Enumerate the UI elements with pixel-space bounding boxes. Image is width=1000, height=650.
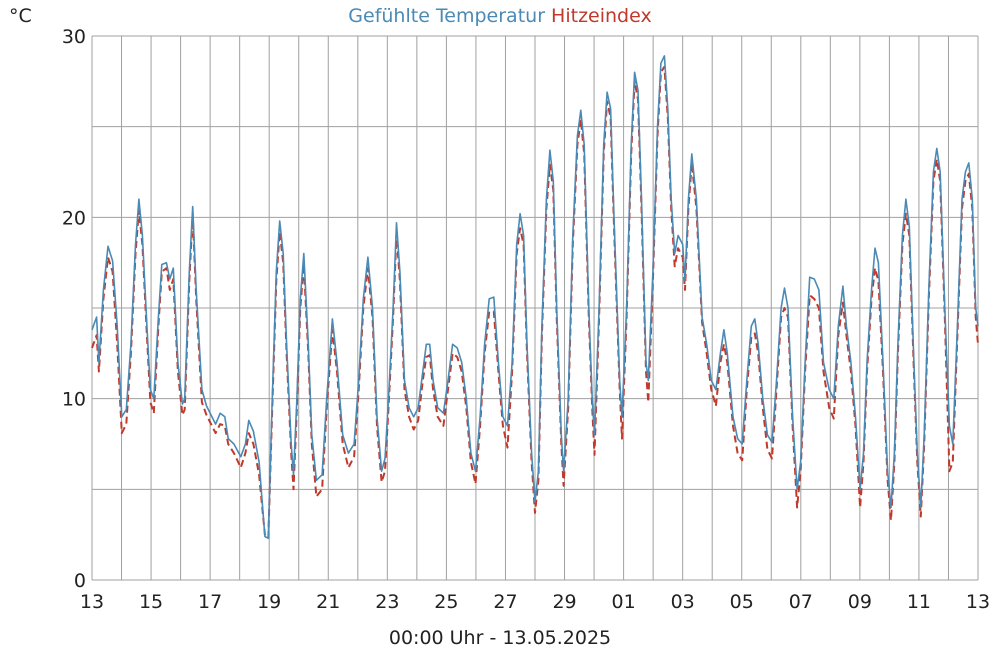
x-tick-label: 05 — [730, 591, 754, 613]
x-tick-label: 07 — [789, 591, 813, 613]
axes: 0 10 20 30 13 15 17 19 21 23 25 27 29 01 03 05 07 09 11 13 — [62, 26, 990, 613]
x-axis-label: 00:00 Uhr - 13.05.2025 — [389, 627, 611, 649]
x-tick-label: 13 — [80, 591, 104, 613]
x-tick-label: 17 — [198, 591, 222, 613]
y-tick-label: 20 — [62, 207, 86, 229]
y-tick-label: 10 — [62, 389, 86, 411]
title-series-2: Hitzeindex — [551, 5, 652, 27]
y-tick-label: 0 — [74, 570, 86, 592]
x-tick-label: 21 — [316, 591, 340, 613]
x-tick-label: 11 — [907, 591, 931, 613]
x-tick-label: 19 — [257, 591, 281, 613]
x-tick-label: 25 — [434, 591, 458, 613]
x-tick-label: 29 — [552, 591, 576, 613]
y-tick-label: 30 — [62, 26, 86, 48]
y-unit-label: °C — [9, 5, 32, 27]
series-layer — [91, 55, 979, 540]
x-tick-label: 27 — [493, 591, 517, 613]
series-line-1 — [91, 55, 979, 540]
x-tick-label: 13 — [966, 591, 990, 613]
x-tick-label: 03 — [671, 591, 695, 613]
x-tick-label: 09 — [848, 591, 872, 613]
chart-title: Gefühlte Temperatur Hitzeindex — [348, 5, 651, 27]
x-tick-label: 15 — [139, 591, 163, 613]
title-series-1: Gefühlte Temperatur — [348, 5, 551, 27]
series-line-2 — [91, 65, 979, 540]
grid — [91, 35, 979, 581]
x-tick-label: 23 — [375, 591, 399, 613]
x-tick-label: 01 — [612, 591, 636, 613]
